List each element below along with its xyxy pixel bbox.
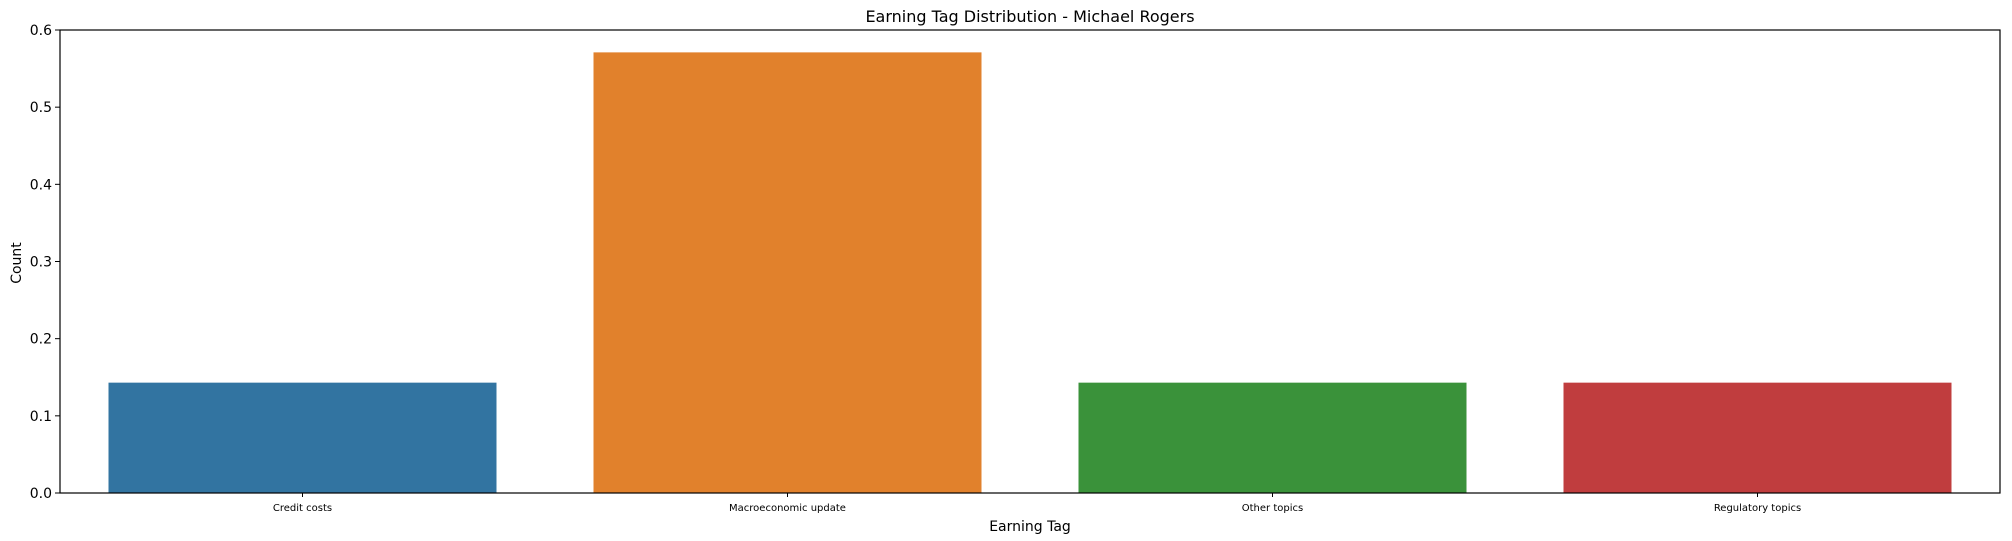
- y-tick-label: 0.5: [30, 100, 52, 116]
- x-tick-label: Other topics: [1242, 503, 1303, 514]
- x-tick-label: Macroeconomic update: [729, 503, 846, 514]
- x-axis-label: Earning Tag: [989, 519, 1071, 535]
- y-tick-label: 0.0: [30, 486, 52, 502]
- bar-other-topics: [1078, 382, 1467, 493]
- chart-title: Earning Tag Distribution - Michael Roger…: [865, 7, 1194, 26]
- y-tick-label: 0.3: [30, 255, 52, 271]
- x-tick-label: Credit costs: [273, 503, 332, 514]
- x-axis-ticks: Credit costs Macroeconomic update Other to…: [273, 493, 1801, 514]
- plot-frame: [59, 29, 2001, 494]
- y-tick-label: 0.2: [30, 332, 52, 348]
- bar-credit-costs: [108, 382, 497, 493]
- bars-group: [108, 52, 1952, 494]
- y-tick-label: 0.1: [30, 409, 52, 425]
- bar-macroeconomic-update: [593, 52, 982, 494]
- y-tick-label: 0.4: [30, 177, 52, 193]
- y-axis-ticks: 0.0 0.1 0.2 0.3 0.4 0.5 0.6: [30, 23, 60, 502]
- bar-regulatory-topics: [1563, 382, 1952, 493]
- y-tick-label: 0.6: [30, 23, 52, 39]
- x-tick-label: Regulatory topics: [1714, 503, 1801, 514]
- y-axis-label: Count: [9, 242, 25, 284]
